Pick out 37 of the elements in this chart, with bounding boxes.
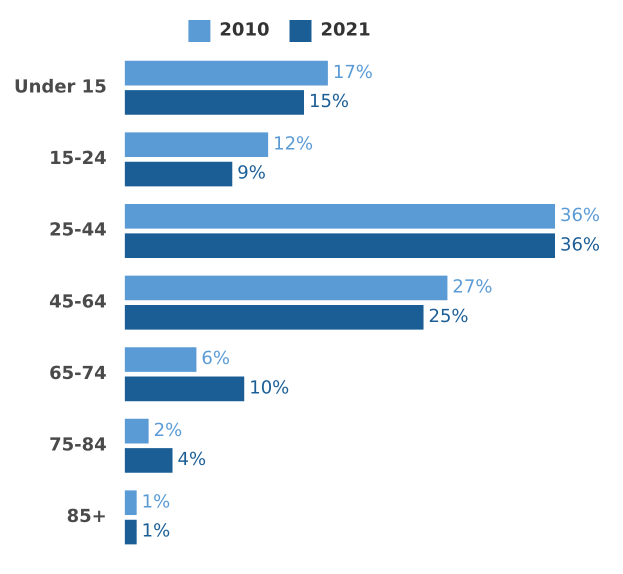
data-label: 6%: [201, 348, 230, 370]
bar: [124, 376, 244, 402]
bar: [124, 132, 268, 158]
data-label: 10%: [249, 378, 290, 399]
y-tick-label: 25-44: [49, 220, 107, 241]
bar: [124, 418, 149, 444]
data-label: 2%: [154, 420, 182, 441]
bar: [124, 162, 232, 186]
data-label: 1%: [142, 520, 170, 542]
y-tick-label: Under 15: [14, 76, 107, 98]
bar: [124, 490, 137, 516]
data-label: 4%: [178, 449, 206, 470]
data-label: 12%: [273, 133, 314, 154]
y-tick-label: 15-24: [49, 148, 107, 170]
data-label: 15%: [309, 91, 350, 112]
data-label: 1%: [142, 491, 170, 512]
data-label: 36%: [560, 204, 600, 226]
data-label: 36%: [560, 234, 600, 256]
y-tick-label: 75-84: [49, 434, 107, 456]
bar: [124, 60, 328, 86]
bar: [124, 204, 555, 229]
data-label: 9%: [237, 162, 266, 184]
y-tick-label: 85+: [66, 506, 107, 528]
legend-label: 2021: [320, 20, 371, 41]
y-tick-label: 45-64: [49, 291, 107, 312]
bar: [124, 520, 137, 544]
bar: [124, 233, 555, 258]
bar: [124, 276, 448, 300]
data-label: 17%: [332, 62, 373, 83]
bar: [124, 304, 424, 330]
data-label: 25%: [428, 306, 469, 327]
bar: [124, 448, 173, 473]
legend-label: 2010: [219, 20, 270, 41]
bar: [124, 90, 304, 115]
y-tick-label: 65-74: [49, 362, 107, 384]
data-label: 27%: [452, 276, 492, 298]
bar: [124, 347, 196, 372]
